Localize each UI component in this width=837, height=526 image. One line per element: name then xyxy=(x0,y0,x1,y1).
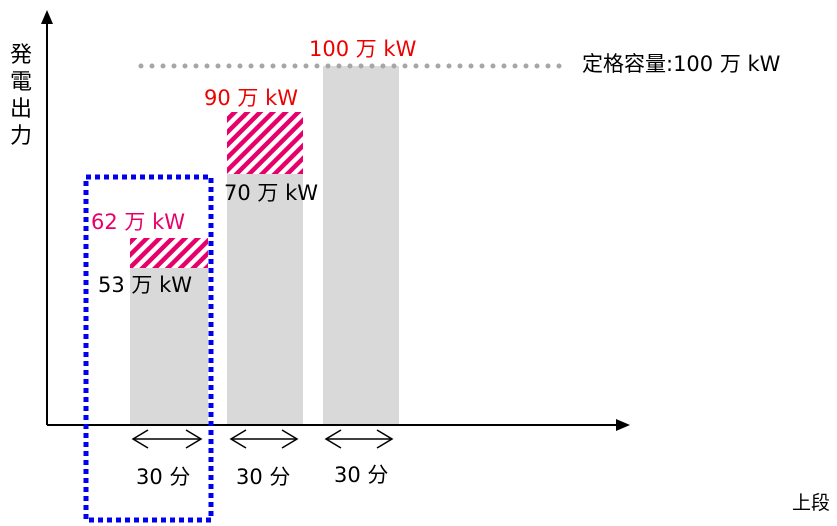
y-axis-label-char: 発 xyxy=(9,43,32,68)
bar-1-increase-hatch xyxy=(130,238,208,268)
bar-1 xyxy=(130,268,208,425)
bar-2 xyxy=(227,174,303,425)
y-axis-label-char: 力 xyxy=(9,124,32,149)
y-axis-arrowhead xyxy=(41,10,53,24)
bar-3-top-label: 100 万 kW xyxy=(309,37,417,61)
bar-1-top-label: 62 万 kW xyxy=(91,210,185,234)
duration-arrow-3 xyxy=(324,429,394,449)
x-axis-arrowhead xyxy=(616,419,630,431)
y-axis-label-char: 出 xyxy=(9,97,32,122)
bar-2-increase-hatch xyxy=(227,112,303,174)
duration-label-3: 30 分 xyxy=(334,463,389,487)
footnote: 上段 xyxy=(792,492,831,514)
bar-2-base-label: 70 万 kW xyxy=(224,181,318,205)
y-axis-label-char: 電 xyxy=(9,70,32,95)
y-axis-label: 発 電 出 力 xyxy=(8,42,34,150)
duration-label-2: 30 分 xyxy=(236,465,291,489)
rated-capacity-label: 定格容量:100 万 kW xyxy=(582,52,781,76)
duration-arrow-2 xyxy=(229,429,299,449)
duration-arrow-1 xyxy=(131,429,203,449)
bar-2-top-label: 90 万 kW xyxy=(204,86,298,110)
duration-label-1: 30 分 xyxy=(136,465,191,489)
bar-3 xyxy=(323,66,399,425)
bar-1-base-label: 53 万 kW xyxy=(98,273,192,297)
